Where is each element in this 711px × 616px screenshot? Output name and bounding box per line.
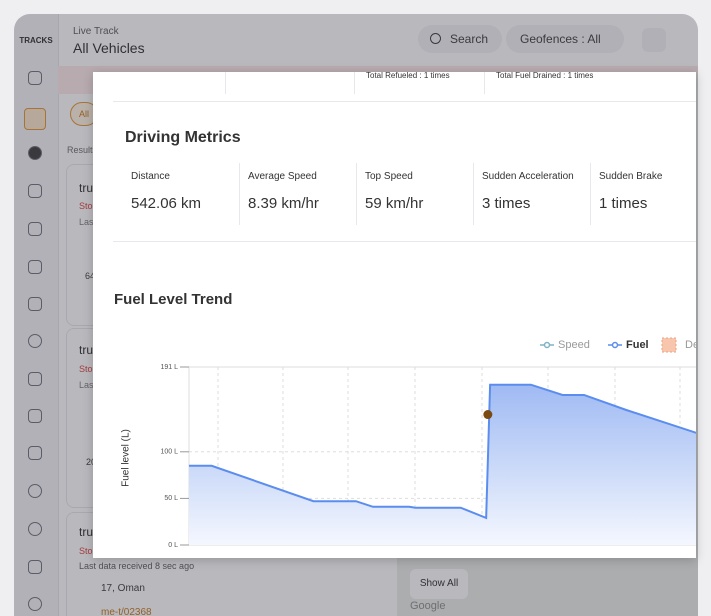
metric-label: Distance	[131, 171, 170, 182]
nav-icon[interactable]	[28, 334, 42, 348]
nav-icon[interactable]	[28, 409, 42, 423]
vehicle-name: tru	[79, 343, 94, 357]
divider	[354, 72, 355, 94]
legend-swatch	[661, 337, 677, 353]
vehicle-last: Last	[79, 217, 97, 227]
map-brand: Google	[410, 600, 446, 612]
series-line	[189, 383, 696, 520]
filter-button[interactable]	[642, 28, 666, 52]
vehicle-last: Last	[79, 380, 97, 390]
nav-icon[interactable]	[28, 522, 42, 536]
results-label: Results	[67, 145, 98, 155]
y-tick-label: 0 L	[168, 542, 178, 549]
nav-icon[interactable]	[28, 260, 42, 274]
metric-value: 8.39 km/hr	[248, 195, 319, 212]
vehicle-last: Last data received 8 sec ago	[79, 561, 195, 571]
search-label: Search	[450, 32, 489, 46]
event-marker	[483, 410, 493, 420]
nav-icon[interactable]	[28, 597, 42, 611]
fuel-area	[189, 384, 696, 545]
nav-icon[interactable]	[28, 146, 42, 160]
divider	[590, 163, 591, 225]
section-title: Fuel Level Trend	[114, 291, 233, 308]
nav-icon[interactable]	[28, 484, 42, 498]
geofence-label: Geofences : All	[520, 32, 601, 46]
metric-label: Average Speed	[248, 171, 317, 182]
metric-label: Sudden Brake	[599, 171, 663, 182]
vehicle-status: Stop	[79, 201, 98, 211]
metric-value: 3 times	[482, 195, 531, 212]
nav-icon[interactable]	[28, 184, 42, 198]
metric-value: 59 km/hr	[365, 195, 424, 212]
divider	[225, 72, 226, 94]
vehicle-status: Stop	[79, 546, 98, 556]
divider	[113, 241, 696, 242]
y-tick-label: 50 L	[164, 495, 178, 502]
nav-icon[interactable]	[28, 297, 42, 311]
y-tick-label: 191 L	[160, 364, 178, 371]
header-title: All Vehicles	[73, 40, 145, 56]
divider	[113, 101, 696, 102]
vehicle-status: Stop	[79, 364, 98, 374]
y-tick-label: 100 L	[160, 449, 178, 456]
metric-label: Sudden Acceleration	[482, 171, 574, 182]
nav-icon[interactable]	[28, 560, 42, 574]
nav-icon[interactable]	[28, 372, 42, 386]
geofence-dropdown[interactable]: Geofences : All	[506, 25, 624, 53]
nav-icon-active[interactable]	[24, 108, 46, 130]
summary-text: Total Fuel Drained : 1 times	[496, 72, 594, 80]
metric-label: Top Speed	[365, 171, 413, 182]
legend-swatch	[543, 341, 551, 349]
vehicle-link[interactable]: me-t/02368	[101, 607, 152, 616]
legend-swatch	[611, 341, 619, 349]
vehicle-extra: 20	[86, 457, 97, 467]
section-title: Driving Metrics	[125, 129, 241, 146]
nav-icon[interactable]	[28, 222, 42, 236]
summary-text: Total Refueled : 1 times	[366, 72, 450, 80]
divider	[473, 163, 474, 225]
show-all-button[interactable]: Show All	[410, 569, 468, 599]
divider	[484, 72, 485, 94]
metric-value: 542.06 km	[131, 195, 202, 212]
sidebar: TRACKS	[14, 14, 59, 616]
vehicle-report-modal: Total Refueled : 1 times Total Fuel Drai…	[93, 72, 696, 558]
divider	[356, 163, 357, 225]
vehicle-extra: 64	[85, 271, 96, 281]
vehicle-name: tru	[79, 525, 94, 539]
vehicle-location: 17, Oman	[101, 583, 145, 594]
y-axis-label: Fuel level (L)	[121, 429, 132, 487]
logo: TRACKS	[19, 36, 53, 45]
divider	[239, 163, 240, 225]
nav-icon[interactable]	[28, 446, 42, 460]
fuel-chart: Fuel level (L) 0 L 50 L 100 L 191 L Speed Fue…	[121, 337, 696, 549]
search-icon	[430, 33, 441, 44]
legend-label: Speed	[558, 339, 590, 351]
legend-label: Fuel	[626, 339, 649, 351]
nav-icon[interactable]	[28, 71, 42, 85]
search-box[interactable]: Search	[418, 25, 502, 53]
vehicle-name: tru	[79, 181, 94, 195]
legend-label: De	[685, 339, 696, 351]
header-subtitle: Live Track	[73, 26, 119, 37]
metric-value: 1 times	[599, 195, 648, 212]
